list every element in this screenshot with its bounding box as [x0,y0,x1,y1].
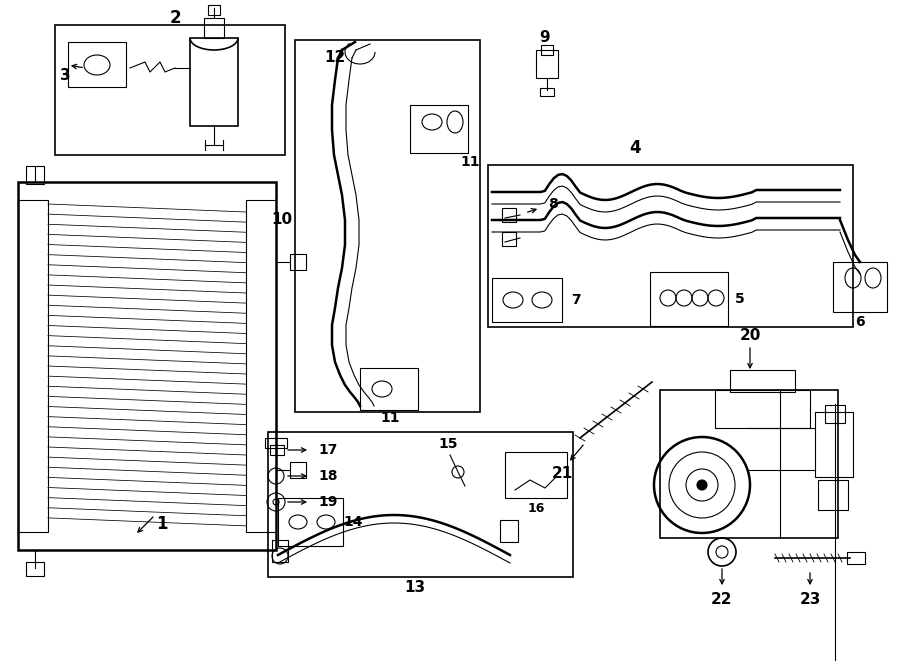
Bar [18,182,276,550]
Bar [502,208,516,222]
Bar [541,45,553,55]
Bar [290,462,306,478]
Text: 11: 11 [380,411,400,425]
Bar [295,40,480,412]
Text: 15: 15 [438,437,458,451]
Text: 11: 11 [460,155,480,169]
Bar [815,412,853,477]
Bar [290,254,306,270]
Bar [18,200,48,532]
Text: 14: 14 [343,515,363,529]
Text: 18: 18 [319,469,338,483]
Text: 5: 5 [735,292,745,306]
Text: 10: 10 [272,212,292,227]
Text: 12: 12 [324,50,346,65]
Text: 7: 7 [572,293,580,307]
Bar [265,438,287,448]
Bar [268,432,573,577]
Bar [190,38,238,126]
Text: 6: 6 [855,315,865,329]
Text: 1: 1 [157,515,167,533]
Bar [492,278,562,322]
Bar [825,405,845,423]
Bar [536,50,558,78]
Bar [272,540,288,562]
Bar [26,562,44,576]
Text: 19: 19 [319,495,338,509]
Text: 22: 22 [711,592,733,607]
Bar [488,165,853,327]
Bar [505,452,567,498]
Bar [26,166,44,184]
Bar [500,520,518,542]
Bar [270,445,284,455]
Bar [715,390,810,428]
Bar [68,42,126,87]
Text: 8: 8 [548,197,558,211]
Bar [208,5,220,15]
Bar [246,200,276,532]
Bar [204,18,224,38]
Bar [55,25,285,155]
Text: 9: 9 [540,30,550,46]
Circle shape [697,480,707,490]
Bar [650,272,728,326]
Text: 17: 17 [319,443,338,457]
Text: 21: 21 [552,465,572,481]
Bar [360,368,418,410]
Text: 20: 20 [739,327,760,342]
Bar [502,232,516,246]
Text: 23: 23 [799,592,821,607]
Text: 3: 3 [59,67,70,83]
Text: 4: 4 [629,139,641,157]
Bar [833,262,887,312]
Text: 2: 2 [169,9,181,27]
Bar [847,552,865,564]
Bar [278,498,343,546]
Text: 16: 16 [527,502,544,514]
Bar [818,480,848,510]
Bar [730,370,795,392]
Text: 13: 13 [404,580,426,596]
Bar [410,105,468,153]
Bar [540,88,554,96]
Bar [660,390,838,538]
